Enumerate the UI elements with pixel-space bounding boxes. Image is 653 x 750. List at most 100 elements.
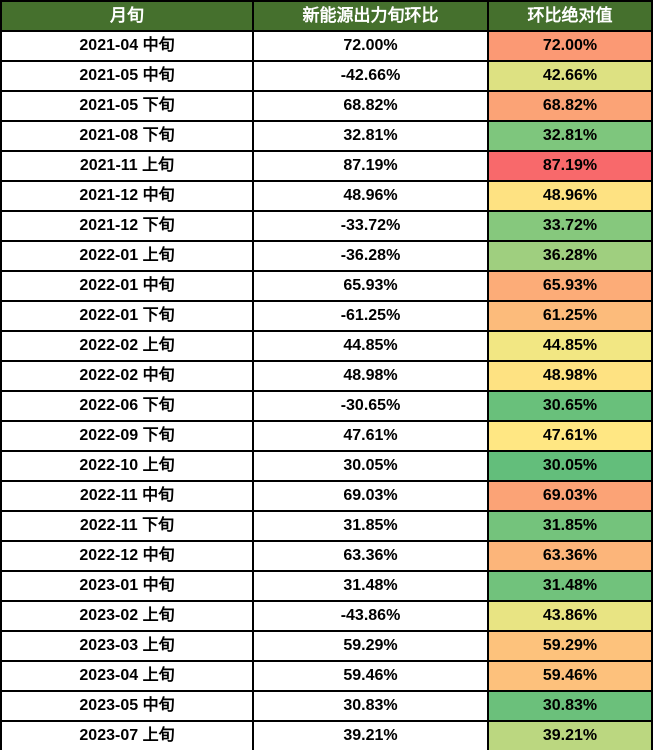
table-row: 2022-09 下旬 47.61% 47.61% xyxy=(0,420,653,452)
period-cell[interactable]: 2022-01 上旬 xyxy=(0,240,254,272)
period-cell[interactable]: 2021-12 下旬 xyxy=(0,210,254,242)
period-cell[interactable]: 2023-07 上旬 xyxy=(0,720,254,750)
change-cell[interactable]: 65.93% xyxy=(252,270,489,302)
period-cell[interactable]: 2022-11 中旬 xyxy=(0,480,254,512)
table-row: 2022-02 上旬 44.85% 44.85% xyxy=(0,330,653,362)
table-row: 2021-04 中旬 72.00% 72.00% xyxy=(0,30,653,62)
table-row: 2022-01 中旬 65.93% 65.93% xyxy=(0,270,653,302)
period-cell[interactable]: 2021-05 中旬 xyxy=(0,60,254,92)
abs-cell[interactable]: 69.03% xyxy=(487,480,653,512)
period-cell[interactable]: 2021-08 下旬 xyxy=(0,120,254,152)
change-cell[interactable]: 44.85% xyxy=(252,330,489,362)
period-cell[interactable]: 2023-03 上旬 xyxy=(0,630,254,662)
abs-cell[interactable]: 42.66% xyxy=(487,60,653,92)
abs-cell[interactable]: 32.81% xyxy=(487,120,653,152)
abs-cell[interactable]: 72.00% xyxy=(487,30,653,62)
abs-cell[interactable]: 39.21% xyxy=(487,720,653,750)
change-cell[interactable]: 47.61% xyxy=(252,420,489,452)
abs-cell[interactable]: 43.86% xyxy=(487,600,653,632)
abs-cell[interactable]: 31.85% xyxy=(487,510,653,542)
table-row: 2023-05 中旬 30.83% 30.83% xyxy=(0,690,653,722)
table-row: 2023-02 上旬 -43.86% 43.86% xyxy=(0,600,653,632)
table-row: 2021-05 下旬 68.82% 68.82% xyxy=(0,90,653,122)
change-cell[interactable]: 87.19% xyxy=(252,150,489,182)
abs-cell[interactable]: 63.36% xyxy=(487,540,653,572)
period-cell[interactable]: 2022-12 中旬 xyxy=(0,540,254,572)
period-cell[interactable]: 2022-02 上旬 xyxy=(0,330,254,362)
column-header-period[interactable]: 月旬 xyxy=(0,0,254,32)
change-cell[interactable]: -33.72% xyxy=(252,210,489,242)
change-cell[interactable]: 32.81% xyxy=(252,120,489,152)
change-cell[interactable]: 31.85% xyxy=(252,510,489,542)
abs-cell[interactable]: 36.28% xyxy=(487,240,653,272)
table-row: 2022-10 上旬 30.05% 30.05% xyxy=(0,450,653,482)
period-cell[interactable]: 2022-01 下旬 xyxy=(0,300,254,332)
abs-cell[interactable]: 61.25% xyxy=(487,300,653,332)
change-cell[interactable]: 48.96% xyxy=(252,180,489,212)
period-cell[interactable]: 2023-05 中旬 xyxy=(0,690,254,722)
abs-cell[interactable]: 47.61% xyxy=(487,420,653,452)
abs-cell[interactable]: 31.48% xyxy=(487,570,653,602)
period-cell[interactable]: 2023-02 上旬 xyxy=(0,600,254,632)
change-cell[interactable]: 59.29% xyxy=(252,630,489,662)
table-row: 2021-11 上旬 87.19% 87.19% xyxy=(0,150,653,182)
change-cell[interactable]: -42.66% xyxy=(252,60,489,92)
table-row: 2022-01 上旬 -36.28% 36.28% xyxy=(0,240,653,272)
table-row: 2022-01 下旬 -61.25% 61.25% xyxy=(0,300,653,332)
table-row: 2022-12 中旬 63.36% 63.36% xyxy=(0,540,653,572)
abs-cell[interactable]: 30.83% xyxy=(487,690,653,722)
change-cell[interactable]: -61.25% xyxy=(252,300,489,332)
abs-cell[interactable]: 30.65% xyxy=(487,390,653,422)
period-cell[interactable]: 2023-04 上旬 xyxy=(0,660,254,692)
period-cell[interactable]: 2021-12 中旬 xyxy=(0,180,254,212)
period-cell[interactable]: 2022-09 下旬 xyxy=(0,420,254,452)
period-cell[interactable]: 2023-01 中旬 xyxy=(0,570,254,602)
period-cell[interactable]: 2022-11 下旬 xyxy=(0,510,254,542)
change-cell[interactable]: 68.82% xyxy=(252,90,489,122)
change-cell[interactable]: 63.36% xyxy=(252,540,489,572)
column-header-change[interactable]: 新能源出力旬环比 xyxy=(252,0,489,32)
column-header-abs[interactable]: 环比绝对值 xyxy=(487,0,653,32)
change-cell[interactable]: 72.00% xyxy=(252,30,489,62)
change-cell[interactable]: 69.03% xyxy=(252,480,489,512)
table-row: 2022-06 下旬 -30.65% 30.65% xyxy=(0,390,653,422)
change-cell[interactable]: 30.05% xyxy=(252,450,489,482)
table-row: 2021-05 中旬 -42.66% 42.66% xyxy=(0,60,653,92)
change-cell[interactable]: 59.46% xyxy=(252,660,489,692)
table-body: 2021-04 中旬 72.00% 72.00% 2021-05 中旬 -42.… xyxy=(0,30,653,750)
abs-cell[interactable]: 59.46% xyxy=(487,660,653,692)
header-row: 月旬 新能源出力旬环比 环比绝对值 xyxy=(0,0,653,32)
change-cell[interactable]: 48.98% xyxy=(252,360,489,392)
period-cell[interactable]: 2021-11 上旬 xyxy=(0,150,254,182)
table-row: 2021-12 下旬 -33.72% 33.72% xyxy=(0,210,653,242)
table-row: 2022-11 下旬 31.85% 31.85% xyxy=(0,510,653,542)
change-cell[interactable]: 31.48% xyxy=(252,570,489,602)
change-cell[interactable]: -43.86% xyxy=(252,600,489,632)
period-cell[interactable]: 2022-01 中旬 xyxy=(0,270,254,302)
abs-cell[interactable]: 44.85% xyxy=(487,330,653,362)
abs-cell[interactable]: 59.29% xyxy=(487,630,653,662)
abs-cell[interactable]: 33.72% xyxy=(487,210,653,242)
table-row: 2022-02 中旬 48.98% 48.98% xyxy=(0,360,653,392)
abs-cell[interactable]: 87.19% xyxy=(487,150,653,182)
abs-cell[interactable]: 65.93% xyxy=(487,270,653,302)
table-row: 2021-12 中旬 48.96% 48.96% xyxy=(0,180,653,212)
abs-cell[interactable]: 68.82% xyxy=(487,90,653,122)
period-cell[interactable]: 2022-02 中旬 xyxy=(0,360,254,392)
period-cell[interactable]: 2021-04 中旬 xyxy=(0,30,254,62)
abs-cell[interactable]: 30.05% xyxy=(487,450,653,482)
change-cell[interactable]: -36.28% xyxy=(252,240,489,272)
period-cell[interactable]: 2022-06 下旬 xyxy=(0,390,254,422)
change-cell[interactable]: -30.65% xyxy=(252,390,489,422)
change-cell[interactable]: 39.21% xyxy=(252,720,489,750)
abs-cell[interactable]: 48.98% xyxy=(487,360,653,392)
table-row: 2023-01 中旬 31.48% 31.48% xyxy=(0,570,653,602)
table-header: 月旬 新能源出力旬环比 环比绝对值 xyxy=(0,0,653,32)
period-cell[interactable]: 2021-05 下旬 xyxy=(0,90,254,122)
period-cell[interactable]: 2022-10 上旬 xyxy=(0,450,254,482)
abs-cell[interactable]: 48.96% xyxy=(487,180,653,212)
change-cell[interactable]: 30.83% xyxy=(252,690,489,722)
table-row: 2022-11 中旬 69.03% 69.03% xyxy=(0,480,653,512)
